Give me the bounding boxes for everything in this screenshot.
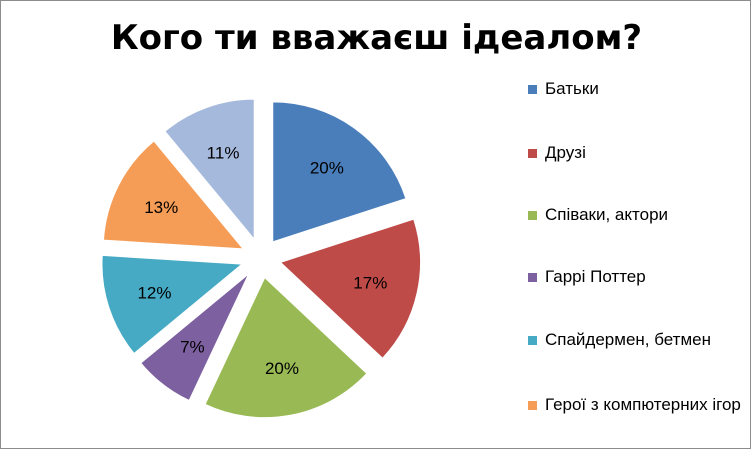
- pie-slice: [140, 273, 250, 402]
- pie-slice: [204, 276, 368, 419]
- legend-label: Співаки, актори: [545, 205, 669, 224]
- legend-swatch: [528, 336, 537, 345]
- legend-label: Спайдермен, бетмен: [545, 330, 711, 349]
- data-label: 11%: [207, 144, 240, 163]
- legend-swatch: [528, 211, 537, 220]
- legend-swatch: [528, 85, 537, 94]
- legend-label: Батьки: [545, 79, 599, 98]
- data-label: 20%: [265, 359, 299, 378]
- data-label: 12%: [137, 284, 171, 303]
- legend-label: Герої з компютерних ігор: [545, 395, 741, 414]
- data-label: 13%: [144, 198, 178, 217]
- chart-title: Кого ти вважаєш ідеалом?: [110, 18, 643, 58]
- legend-label: Гаррі Поттер: [545, 267, 646, 286]
- legend-swatch: [528, 149, 537, 158]
- data-label: 17%: [353, 273, 387, 292]
- pie-slice: [272, 101, 407, 243]
- data-label: 7%: [180, 337, 205, 356]
- legend-swatch: [528, 401, 537, 410]
- data-label: 20%: [310, 158, 344, 177]
- pie-slice: [102, 140, 245, 250]
- pie-slice: [101, 254, 244, 355]
- legend-swatch: [528, 273, 537, 282]
- legend-label: Друзі: [545, 143, 586, 162]
- pie-slice: [164, 98, 255, 241]
- pie-slice: [279, 218, 421, 359]
